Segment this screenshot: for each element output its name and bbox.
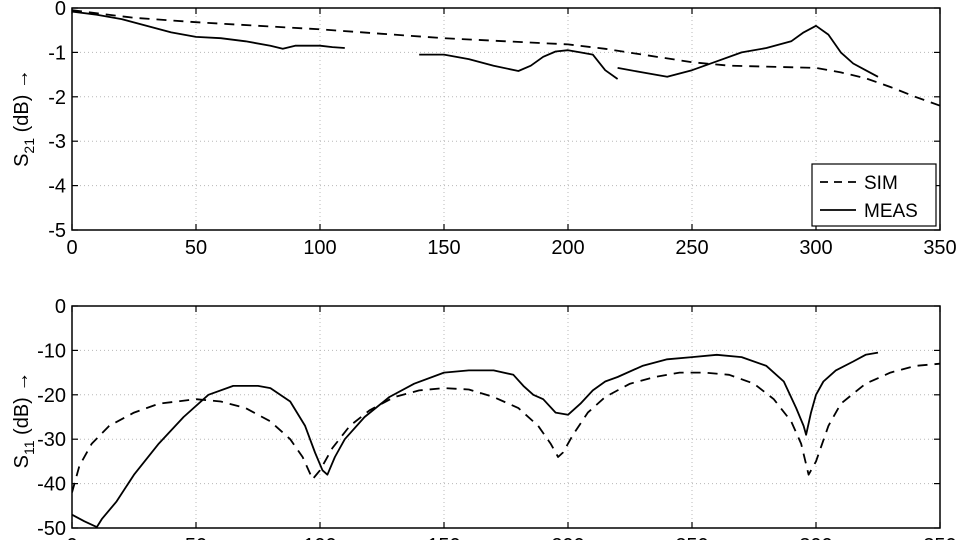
y-tick-label: -10 [37, 340, 66, 362]
y-tick-label: 0 [55, 0, 66, 20]
y-axis-label-main: S [11, 455, 33, 468]
x-tick-label: 150 [427, 237, 460, 259]
legend-label: MEAS [864, 201, 918, 222]
s21-chart: 0 50 100 150 200 250 300 350 0 -1 -2 -3 -4 -5 S21 (dB)… [11, 0, 957, 259]
legend: SIM MEAS [811, 163, 937, 227]
y-axis-label-rest: (dB) → [11, 372, 33, 441]
x-tick-label: 50 [185, 237, 207, 259]
y-axis-label-rest: (dB) → [11, 69, 33, 138]
meas-series-line [419, 49, 619, 80]
y-tick-label: -2 [48, 87, 66, 109]
sim-series-line [72, 362, 940, 493]
x-tick-label: 50 [185, 535, 207, 540]
axes-frame [71, 7, 941, 231]
y-axis-label-sub: 21 [21, 138, 37, 154]
x-tick-label: 350 [923, 535, 956, 540]
y-tick-label: -3 [48, 131, 66, 153]
axes-frame [71, 305, 941, 529]
series-layer [72, 351, 940, 528]
x-tick-label: 150 [427, 535, 460, 540]
y-axis-label-sub: 11 [21, 440, 37, 455]
y-tick-label: -40 [37, 474, 66, 496]
meas-series-line [72, 10, 345, 50]
sim-series-line [72, 9, 940, 107]
meas-series-line [617, 24, 879, 78]
y-tick-label: -1 [48, 42, 66, 64]
x-tick-label: 0 [66, 535, 77, 540]
x-tick-label: 100 [303, 535, 336, 540]
x-tick-label: 100 [303, 237, 336, 259]
x-tick-label: 200 [551, 237, 584, 259]
x-tick-label: 0 [66, 237, 77, 259]
legend-box [811, 163, 937, 227]
meas-series-line [72, 351, 879, 528]
x-tick-label: 250 [675, 237, 708, 259]
y-tick-label: -5 [48, 220, 66, 242]
x-tick-label: 200 [551, 535, 584, 540]
y-axis-label-main: S [11, 154, 33, 167]
x-tick-label: 350 [923, 237, 956, 259]
y-tick-label: -50 [37, 518, 66, 540]
y-tick-label: -30 [37, 429, 66, 451]
y-axis-label: S11 (dB) → [11, 372, 37, 469]
x-tick-label: 300 [799, 535, 832, 540]
plot-area [72, 8, 940, 230]
x-tick-label: 300 [799, 237, 832, 259]
y-axis-label: S21 (dB) → [11, 69, 37, 167]
legend-label: SIM [864, 173, 898, 194]
plot-area [72, 306, 940, 528]
y-tick-label: -20 [37, 385, 66, 407]
y-tick-label: -4 [48, 176, 66, 198]
series-layer [72, 9, 940, 107]
x-tick-label: 250 [675, 535, 708, 540]
s11-chart: 0 50 100 150 200 250 300 350 0 -10 -20 -30 -40 -50 S11… [11, 296, 957, 540]
y-tick-label: 0 [55, 296, 66, 318]
